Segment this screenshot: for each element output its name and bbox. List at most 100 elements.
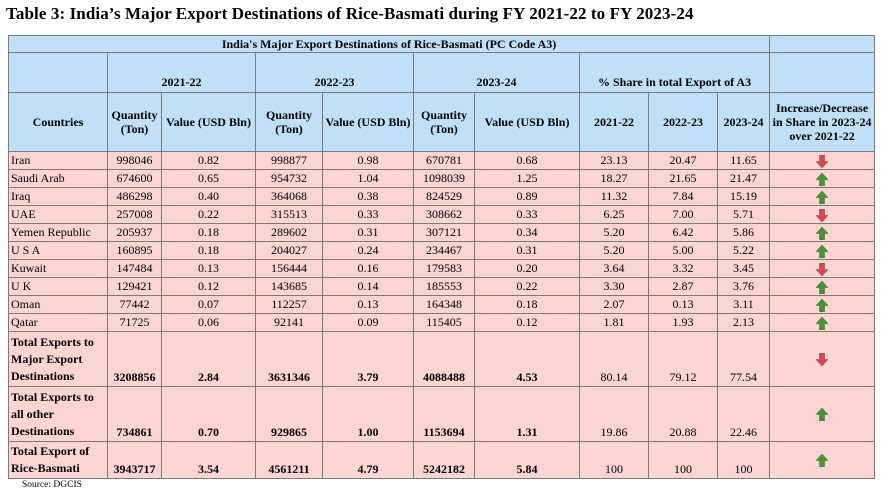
quantity-2023-24-cell: 234467 [413,241,475,260]
share-2022-23-cell: 79.12 [648,331,718,387]
quantity-2022-23-cell: 156444 [255,259,323,278]
quantity-2023-24-cell: 4088488 [413,331,475,387]
table-row: Qatar 71725 0.06 92141 0.09 115405 0.12 1.81 1.9… [8,313,876,332]
arrow-down-icon [816,154,829,168]
country-cell: U K [8,277,108,296]
country-header-blank [8,52,108,93]
country-cell: Total Exports to all other Destinations [8,386,108,442]
quantity-2022-23-cell: 364068 [255,187,323,206]
value-2022-23-cell: 0.33 [322,205,414,224]
arrow-up-icon [816,407,829,421]
quantity-2023-24-cell: 164348 [413,295,475,314]
arrow-down-icon [816,352,829,366]
table-row: Yemen Republic 205937 0.18 289602 0.31 307121… [8,223,876,242]
share-2022-23-cell: 100 [648,441,718,479]
quantity-2021-22-cell: 129421 [107,277,162,296]
trend-cell [769,223,876,242]
arrow-up-icon [816,190,829,204]
share-2021-22-cell: 3.64 [579,259,649,278]
share-2023-24-cell: 3.11 [716,295,771,314]
quantity-2021-22-cell: 257008 [107,205,162,224]
share-2022-23-cell: 20.88 [648,386,718,442]
share-2023-24-cell: 3.45 [716,259,771,278]
table-row: Iran 998046 0.82 998877 0.98 670781 0.68 23.13 2… [8,151,876,170]
share-2023-24-cell: 22.46 [716,386,771,442]
country-cell: Yemen Republic [8,223,108,242]
value-header: Value (USD Bln) [474,92,580,152]
value-2022-23-cell: 0.98 [322,151,414,170]
quantity-2021-22-cell: 160895 [107,241,162,260]
share-2022-23-cell: 7.84 [648,187,718,206]
share-2023-24-cell: 5.86 [716,223,771,242]
value-2021-22-cell: 0.18 [161,241,256,260]
trend-cell [769,295,876,314]
quantity-2023-24-cell: 1098039 [413,169,475,188]
quantity-2021-22-cell: 3943717 [107,441,162,479]
quantity-2022-23-cell: 998877 [255,151,323,170]
trend-cell [769,259,876,278]
country-cell: Qatar [8,313,108,332]
share-2023-24-cell: 77.54 [716,331,771,387]
arrow-up-icon [816,280,829,294]
table-body: Iran 998046 0.82 998877 0.98 670781 0.68 23.13 2… [8,151,876,479]
quantity-2023-24-cell: 115405 [413,313,475,332]
value-2023-24-cell: 0.12 [474,313,580,332]
value-2023-24-cell: 0.34 [474,223,580,242]
share-2022-23-cell: 5.00 [648,241,718,260]
quantity-2023-24-cell: 824529 [413,187,475,206]
share-2022-23-cell: 20.47 [648,151,718,170]
share-2021-22-cell: 6.25 [579,205,649,224]
share-2022-23-cell: 7.00 [648,205,718,224]
quantity-2022-23-cell: 929865 [255,386,323,442]
country-cell: Oman [8,295,108,314]
quantity-2021-22-cell: 998046 [107,151,162,170]
trend-cell [769,169,876,188]
value-2023-24-cell: 0.33 [474,205,580,224]
quantity-2021-22-cell: 71725 [107,313,162,332]
quantity-2021-22-cell: 205937 [107,223,162,242]
arrow-up-icon [816,226,829,240]
table-row: U S A 160895 0.18 204027 0.24 234467 0.31 5.20 5… [8,241,876,260]
arrow-up-icon [816,172,829,186]
trend-cell [769,187,876,206]
value-header: Value (USD Bln) [322,92,414,152]
quantity-2023-24-cell: 670781 [413,151,475,170]
value-2021-22-cell: 0.22 [161,205,256,224]
value-header: Value (USD Bln) [161,92,256,152]
share-2022-23-cell: 0.13 [648,295,718,314]
share-2023-24-cell: 3.76 [716,277,771,296]
quantity-2021-22-cell: 3208856 [107,331,162,387]
value-2021-22-cell: 0.13 [161,259,256,278]
trend-cell [769,151,876,170]
year-header-2022-23: 2022-23 [255,52,414,93]
value-2022-23-cell: 4.79 [322,441,414,479]
quantity-2022-23-cell: 204027 [255,241,323,260]
arrow-down-icon [816,262,829,276]
trend-header: Increase/Decrease in Share in 2023-24 ov… [769,92,876,152]
share-2021-22-cell: 80.14 [579,331,649,387]
share-2021-22-cell: 1.81 [579,313,649,332]
value-2022-23-cell: 0.09 [322,313,414,332]
table-row: U K 129421 0.12 143685 0.14 185553 0.22 3.30 2.8… [8,277,876,296]
share-2022-23-cell: 21.65 [648,169,718,188]
trend-cell [769,241,876,260]
value-2022-23-cell: 0.31 [322,223,414,242]
arrow-down-icon [816,208,829,222]
value-2022-23-cell: 0.38 [322,187,414,206]
value-2023-24-cell: 0.68 [474,151,580,170]
quantity-header: Quantity (Ton) [255,92,323,152]
value-2023-24-cell: 4.53 [474,331,580,387]
value-2021-22-cell: 2.84 [161,331,256,387]
table-row: Iraq 486298 0.40 364068 0.38 824529 0.89 11.32 7… [8,187,876,206]
share-2021-22-cell: 100 [579,441,649,479]
share-2023-24-cell: 11.65 [716,151,771,170]
quantity-2022-23-cell: 315513 [255,205,323,224]
share-header-2023-24: 2023-24 [716,92,771,152]
caption-blank-cell [769,35,876,53]
trend-header-blank [769,52,876,93]
quantity-2023-24-cell: 185553 [413,277,475,296]
country-cell: Iran [8,151,108,170]
country-cell: Iraq [8,187,108,206]
share-2021-22-cell: 11.32 [579,187,649,206]
trend-cell [769,205,876,224]
